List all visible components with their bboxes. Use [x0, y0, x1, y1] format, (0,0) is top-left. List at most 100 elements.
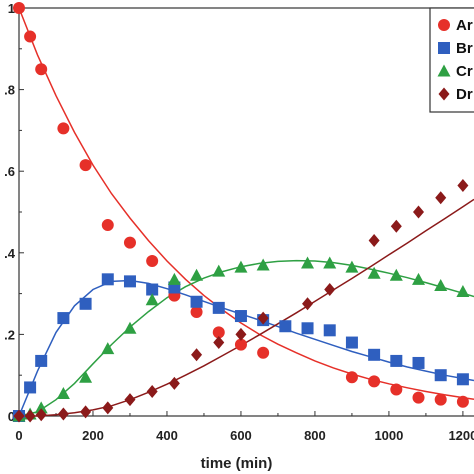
point-dr	[35, 408, 47, 422]
point-br	[101, 273, 114, 286]
point-br	[390, 354, 403, 367]
point-ar	[412, 391, 425, 404]
legend-marker-br	[438, 42, 450, 54]
point-ar	[390, 383, 403, 396]
fit-lines	[18, 7, 474, 417]
x-tick-label: 600	[230, 428, 252, 443]
point-cr	[79, 370, 93, 383]
plot-frame	[18, 7, 474, 417]
point-ar	[101, 219, 114, 232]
point-dr	[57, 407, 69, 421]
point-cr	[367, 266, 381, 279]
point-br	[123, 275, 136, 288]
fit-line-ar	[18, 7, 474, 401]
point-cr	[456, 285, 470, 298]
legend-label-cr: Cr	[456, 63, 473, 80]
point-cr	[34, 401, 48, 414]
point-cr	[56, 387, 70, 400]
y-tick-label: .6	[4, 164, 15, 179]
point-ar	[24, 30, 37, 43]
point-br	[212, 301, 225, 314]
point-ar	[368, 375, 381, 388]
point-br	[79, 297, 92, 310]
x-tick-label: 800	[304, 428, 326, 443]
y-tick-label: .2	[4, 327, 15, 342]
point-br	[323, 324, 336, 337]
point-ar	[57, 122, 70, 135]
x-tick-label: 1000	[374, 428, 403, 443]
point-dr	[302, 297, 314, 311]
point-cr	[389, 268, 403, 281]
tick-labels: 0 200 400 600 800 1000 1200 0 .2 .4 .6 .8 1	[4, 1, 474, 443]
point-dr	[368, 234, 380, 248]
point-dr	[13, 409, 25, 423]
point-dr	[390, 219, 402, 233]
point-br	[146, 283, 159, 296]
data-markers	[12, 2, 470, 423]
point-cr	[434, 278, 448, 291]
x-tick-label: 0	[15, 428, 22, 443]
point-br	[301, 322, 314, 335]
point-ar	[146, 254, 159, 267]
point-cr	[167, 272, 181, 285]
point-br	[368, 348, 381, 361]
point-dr	[168, 376, 180, 390]
point-ar	[434, 393, 447, 406]
point-ar	[212, 326, 225, 339]
point-br	[456, 373, 469, 386]
point-dr	[235, 327, 247, 341]
point-dr	[102, 401, 114, 415]
legend-box	[429, 7, 474, 113]
point-cr	[145, 293, 159, 306]
legend-marker-ar	[438, 19, 450, 31]
point-ar	[35, 63, 48, 76]
point-cr	[345, 260, 359, 273]
legend-label-dr: Dr	[456, 86, 473, 103]
point-dr	[24, 409, 36, 423]
point-dr	[413, 205, 425, 219]
point-ar	[79, 159, 92, 172]
x-tick-label: 200	[82, 428, 104, 443]
point-br	[234, 310, 247, 323]
legend-label-ar: Ar	[456, 17, 473, 34]
point-ar	[190, 305, 203, 318]
x-axis-title: time (min)	[201, 455, 273, 472]
point-cr	[256, 258, 270, 271]
point-ar	[345, 371, 358, 384]
y-tick-label: 1	[8, 1, 15, 16]
point-dr	[124, 393, 136, 407]
point-dr	[213, 336, 225, 350]
legend-marker-dr	[438, 87, 450, 101]
point-br	[345, 336, 358, 349]
point-br	[190, 295, 203, 308]
fit-line-cr	[18, 259, 474, 417]
point-dr	[191, 348, 203, 362]
point-br	[434, 369, 447, 382]
y-tick-label: 0	[8, 409, 15, 424]
point-cr	[412, 272, 426, 285]
fit-line-dr	[19, 198, 474, 417]
legend-marker-cr	[437, 64, 451, 77]
point-ar	[234, 338, 247, 351]
point-dr	[457, 178, 469, 192]
point-cr	[101, 342, 115, 355]
point-br	[279, 320, 292, 333]
point-ar	[257, 346, 270, 359]
point-br	[412, 356, 425, 369]
point-ar	[123, 236, 136, 249]
point-br	[57, 312, 70, 325]
point-cr	[301, 256, 315, 269]
point-cr	[190, 268, 204, 281]
point-dr	[435, 191, 447, 205]
point-ar	[456, 395, 469, 408]
x-tick-label: 400	[156, 428, 178, 443]
legend: Ar Br Cr Dr	[429, 7, 474, 113]
point-br	[24, 381, 37, 394]
point-cr	[323, 256, 337, 269]
y-tick-label: .8	[4, 83, 15, 98]
point-ar	[13, 2, 25, 14]
point-cr	[123, 321, 137, 334]
point-dr	[324, 283, 336, 297]
point-dr	[257, 311, 269, 325]
